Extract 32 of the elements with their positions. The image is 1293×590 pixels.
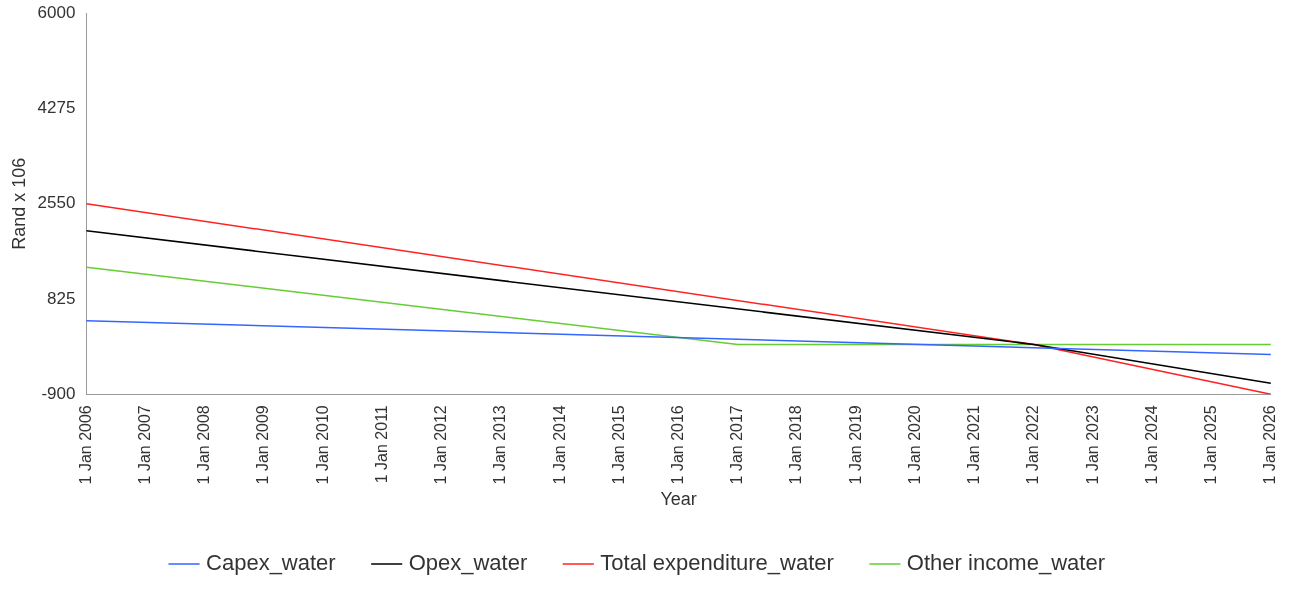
x-tick-label: 1 Jan 2024 (1142, 405, 1160, 485)
legend-label: Capex_water (206, 550, 336, 576)
x-tick-label: 1 Jan 2020 (905, 405, 923, 485)
x-tick-label: 1 Jan 2010 (313, 405, 331, 485)
y-tick-label: 825 (47, 288, 76, 308)
legend-label: Total expenditure_water (600, 550, 834, 576)
x-tick-label: 1 Jan 2012 (432, 405, 450, 485)
y-tick-label: -900 (41, 383, 76, 403)
x-tick-label: 1 Jan 2025 (1201, 405, 1219, 485)
legend-label: Opex_water (408, 550, 528, 576)
x-tick-label: 1 Jan 2019 (846, 405, 864, 485)
x-tick-label: 1 Jan 2011 (372, 405, 390, 484)
x-tick-label: 1 Jan 2017 (728, 405, 746, 485)
x-tick-label: 1 Jan 2008 (195, 405, 213, 485)
x-tick-label: 1 Jan 2006 (76, 405, 94, 485)
x-tick-label: 1 Jan 2022 (1024, 405, 1042, 485)
x-tick-label: 1 Jan 2013 (491, 405, 509, 485)
y-axis-title: Rand x 106 (8, 157, 29, 250)
x-tick-label: 1 Jan 2009 (254, 405, 272, 485)
x-tick-label: 1 Jan 2023 (1083, 405, 1101, 485)
x-tick-label: 1 Jan 2018 (787, 405, 805, 485)
x-tick-label: 1 Jan 2021 (965, 405, 983, 485)
y-tick-label: 6000 (37, 2, 76, 22)
legend-label: Other income_water (906, 550, 1105, 576)
y-tick-label: 2550 (37, 193, 76, 213)
x-tick-label: 1 Jan 2026 (1261, 405, 1279, 485)
x-tick-label: 1 Jan 2014 (550, 405, 568, 485)
x-tick-label: 1 Jan 2015 (609, 405, 627, 485)
y-tick-label: 4275 (37, 98, 76, 118)
x-tick-label: 1 Jan 2016 (669, 405, 687, 485)
x-tick-label: 1 Jan 2007 (136, 405, 154, 485)
x-axis-title: Year (660, 489, 697, 510)
